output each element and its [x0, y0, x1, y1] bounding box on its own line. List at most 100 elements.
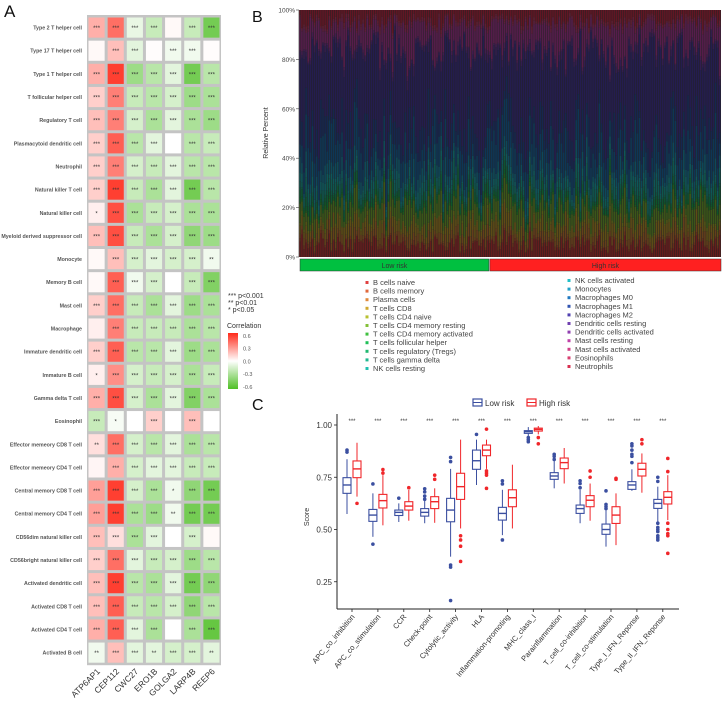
stacked-bar-segment — [339, 215, 341, 219]
stacked-bar-segment — [651, 33, 653, 38]
stacked-bar-segment — [467, 236, 470, 238]
stacked-bar-segment — [556, 202, 559, 208]
stacked-bar-segment — [391, 143, 394, 165]
stacked-bar-segment — [446, 200, 449, 204]
significance-label: *** — [131, 49, 139, 55]
stacked-bar-segment — [343, 220, 345, 222]
stacked-bar-segment — [678, 24, 681, 34]
stacked-bar-segment — [358, 136, 360, 182]
stacked-bar-segment — [440, 71, 442, 111]
stacked-bar-segment — [528, 171, 531, 176]
stacked-bar-segment — [465, 197, 468, 203]
stacked-bar-segment — [615, 177, 618, 187]
stacked-bar-segment — [573, 62, 575, 67]
stacked-bar-segment — [704, 125, 706, 155]
stacked-bar-segment — [651, 157, 653, 195]
stacked-bar-segment — [366, 215, 369, 232]
stacked-bar-segment — [514, 233, 516, 239]
stacked-bar-segment — [383, 221, 386, 235]
stacked-bar-segment — [486, 27, 489, 31]
stacked-bar-segment — [708, 44, 710, 49]
stacked-bar-segment — [558, 110, 561, 134]
heatmap-cell — [165, 295, 182, 316]
stacked-bar-segment — [510, 210, 512, 227]
stacked-bar-segment — [710, 209, 713, 225]
stacked-bar-segment — [615, 188, 618, 196]
stacked-bar-segment — [339, 218, 341, 231]
stacked-bar-segment — [693, 245, 696, 257]
stacked-bar-segment — [391, 122, 394, 144]
stacked-bar-segment — [609, 209, 611, 232]
stacked-bar-segment — [659, 23, 662, 26]
heatmap-cell — [88, 549, 105, 571]
stacked-bar-segment — [482, 150, 485, 157]
stacked-bar-segment — [691, 10, 694, 19]
stacked-bar-segment — [647, 204, 649, 214]
significance-label: *** — [170, 304, 178, 310]
stacked-bar-segment — [518, 229, 521, 232]
stacked-bar-segment — [372, 197, 375, 200]
stacked-bar-segment — [317, 223, 320, 228]
stacked-bar-segment — [573, 231, 575, 233]
stacked-bar-segment — [482, 175, 485, 180]
significance-label: *** — [112, 96, 120, 102]
stacked-bar-segment — [714, 195, 717, 200]
stacked-bar-segment — [345, 181, 348, 186]
stacked-bar-segment — [552, 52, 554, 130]
stacked-bar-segment — [366, 210, 369, 216]
stacked-bar-segment — [537, 240, 540, 257]
stacked-bar-segment — [368, 24, 371, 27]
stacked-bar-segment — [398, 197, 400, 201]
stacked-bar-segment — [347, 35, 350, 124]
stacked-bar-segment — [634, 52, 637, 95]
heatmap-cell — [203, 480, 220, 501]
stacked-bar-segment — [680, 16, 683, 29]
stacked-bar-segment — [336, 192, 339, 197]
stacked-bar-segment — [484, 193, 487, 198]
legend-label: NK cells activated — [575, 276, 635, 285]
stacked-bar-segment — [607, 202, 609, 208]
stacked-bar-segment — [640, 213, 643, 217]
stacked-bar-segment — [632, 186, 634, 188]
stacked-bar-segment — [583, 22, 586, 27]
stacked-bar-segment — [695, 225, 698, 233]
stacked-bar-segment — [370, 170, 373, 180]
stacked-bar-segment — [672, 19, 675, 24]
stacked-bar-segment — [704, 71, 706, 106]
stacked-bar-segment — [503, 50, 506, 91]
stacked-bar-segment — [585, 43, 588, 48]
heatmap-cell — [88, 480, 105, 501]
stacked-bar-segment — [585, 192, 588, 195]
stacked-bar-segment — [600, 206, 603, 229]
stacked-bar-segment — [480, 229, 483, 232]
stacked-bar-segment — [313, 22, 316, 25]
stacked-bar-segment — [311, 161, 314, 177]
stacked-bar-segment — [383, 182, 386, 204]
significance-label: *** — [208, 327, 216, 333]
stacked-bar-segment — [372, 218, 375, 230]
stacked-bar-segment — [423, 17, 426, 21]
stacked-bar-segment — [617, 227, 620, 230]
stacked-bar-segment — [465, 26, 468, 29]
stacked-bar-segment — [493, 168, 495, 179]
stacked-bar-segment — [444, 118, 447, 158]
stacked-bar-segment — [531, 50, 533, 54]
stacked-bar-segment — [678, 133, 681, 158]
stacked-bar-segment — [634, 206, 637, 231]
stacked-bar-segment — [588, 190, 590, 196]
stacked-bar-segment — [533, 52, 535, 58]
stacked-bar-segment — [463, 34, 466, 129]
stacked-bar-segment — [611, 20, 613, 24]
stacked-bar-segment — [486, 33, 489, 51]
stacked-bar-segment — [655, 222, 658, 236]
stacked-bar-segment — [697, 238, 700, 242]
stacked-bar-segment — [374, 133, 377, 152]
stacked-bar-segment — [691, 40, 694, 43]
stacked-bar-segment — [598, 61, 601, 90]
stacked-bar-segment — [535, 203, 537, 209]
stacked-bar-segment — [596, 201, 599, 205]
stacked-bar-segment — [691, 198, 694, 204]
stacked-bar-segment — [581, 74, 584, 110]
stacked-bar-segment — [543, 200, 546, 202]
stacked-bar-segment — [393, 196, 396, 204]
